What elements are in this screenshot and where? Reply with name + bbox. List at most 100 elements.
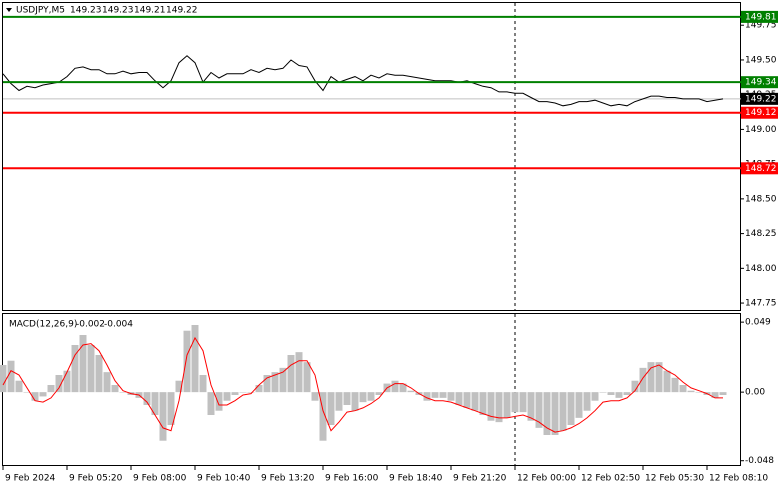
ohlc-value: 149.21 (134, 6, 166, 16)
x-tick-label: 9 Feb 08:00 (133, 474, 187, 484)
price-tag-label: 149.22 (745, 94, 777, 104)
macd-bar (287, 355, 295, 393)
macd-bar (119, 392, 127, 393)
macd-bar (399, 383, 407, 393)
macd-bar (663, 370, 671, 393)
y-tick-label: -0.048 (745, 456, 774, 466)
macd-bar (167, 392, 175, 425)
macd-bar (215, 392, 223, 411)
macd-bar (191, 325, 199, 393)
macd-bar (0, 365, 7, 393)
ohlc-value: 149.23 (102, 6, 134, 16)
level-tag (741, 76, 778, 89)
macd-bar (431, 392, 439, 398)
macd-bar (87, 345, 95, 393)
macd-bar (487, 392, 495, 421)
macd-bar (711, 392, 719, 398)
macd-bar (7, 360, 15, 393)
macd-bar (175, 380, 183, 393)
macd-bar (63, 370, 71, 393)
macd-bar (327, 392, 335, 425)
macd-bar (527, 392, 535, 421)
macd-bar (47, 385, 55, 393)
macd-bar (207, 392, 215, 415)
macd-bar (223, 392, 231, 401)
macd-bar (71, 345, 79, 393)
macd-signal: -0.004 (104, 320, 133, 330)
level-label: 148.72 (745, 164, 777, 174)
macd-bar (543, 392, 551, 435)
macd-title: MACD(12,26,9) (9, 320, 77, 330)
macd-bar (695, 392, 703, 393)
macd-bar (407, 390, 415, 393)
price-tag (741, 92, 778, 105)
macd-bar (183, 330, 191, 393)
y-tick-label: 149.00 (745, 125, 777, 135)
macd-bar (111, 385, 119, 393)
macd-bar (311, 392, 319, 401)
macd-bar (199, 375, 207, 393)
x-tick-label: 12 Feb 00:00 (517, 474, 576, 484)
y-tick-label: 147.75 (745, 299, 777, 309)
x-tick-label: 9 Feb 10:40 (197, 474, 251, 484)
price-panel-frame (2, 2, 741, 311)
macd-bar (623, 392, 631, 395)
macd-bar (447, 392, 455, 401)
macd-bar (367, 392, 375, 401)
macd-bar (95, 355, 103, 393)
y-tick-label: 148.00 (745, 264, 777, 274)
macd-bar (551, 392, 559, 435)
menu-icon[interactable] (6, 8, 12, 12)
macd-bar (55, 375, 63, 393)
macd-bar (295, 352, 303, 393)
ohlc-value: 149.23 (70, 6, 102, 16)
macd-bar (31, 392, 39, 401)
macd-bar (39, 392, 47, 397)
macd-bar (671, 377, 679, 393)
macd-bar (639, 367, 647, 393)
macd-bar (655, 362, 663, 393)
macd-bar (455, 392, 463, 405)
x-tick-label: 9 Feb 18:40 (389, 474, 443, 484)
symbol: USDJPY,M5 (16, 6, 65, 16)
x-tick-label: 9 Feb 2024 (5, 474, 56, 484)
macd-bar (631, 380, 639, 393)
macd-bar (607, 392, 615, 395)
macd-bar (247, 392, 255, 393)
macd-bar (359, 392, 367, 403)
y-tick-label: 149.50 (745, 55, 777, 65)
macd-bar (575, 392, 583, 418)
y-tick-label: 0.049 (745, 318, 771, 328)
price-line (2, 55, 724, 107)
macd-bar (615, 392, 623, 398)
level-tag (741, 106, 778, 119)
macd-bar (239, 392, 247, 393)
level-label: 149.34 (745, 78, 777, 88)
macd-bar (231, 392, 239, 395)
macd-main: -0.002 (76, 320, 105, 330)
macd-bar (479, 392, 487, 415)
macd-bar (439, 392, 447, 398)
level-label: 149.12 (745, 108, 777, 118)
y-tick-label: 148.50 (745, 194, 777, 204)
signal-line (2, 336, 723, 433)
macd-bar (463, 392, 471, 408)
macd-bar (567, 392, 575, 425)
macd-bar (335, 392, 343, 411)
macd-bar (255, 385, 263, 393)
macd-bar (583, 392, 591, 411)
macd-bar (559, 392, 567, 431)
macd-bar (687, 390, 695, 393)
x-tick-label: 12 Feb 05:30 (645, 474, 704, 484)
macd-bar (263, 375, 271, 393)
macd-bar (159, 392, 167, 441)
x-tick-label: 12 Feb 08:10 (709, 474, 768, 484)
level-tag (741, 10, 778, 23)
macd-bar (591, 392, 599, 401)
level-label: 149.81 (745, 12, 777, 22)
macd-bar (271, 372, 279, 393)
macd-bar (23, 392, 31, 393)
macd-bar (151, 392, 159, 415)
macd-bar (375, 392, 383, 395)
